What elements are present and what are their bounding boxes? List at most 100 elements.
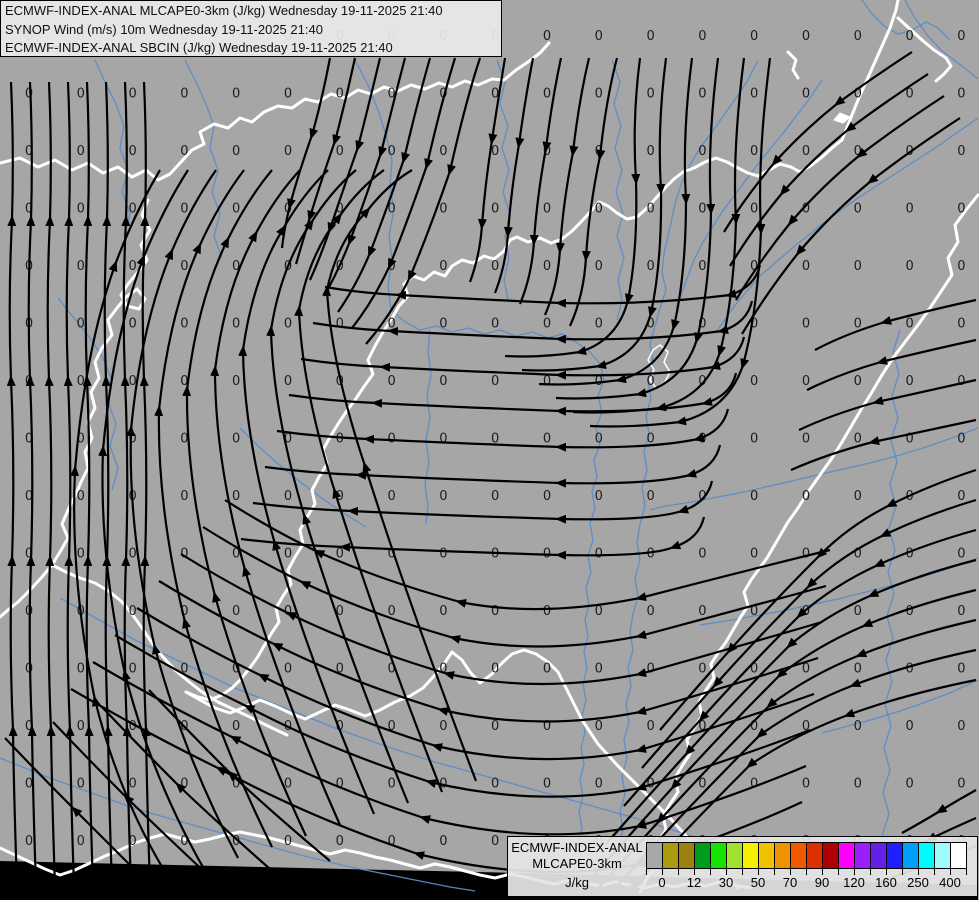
station-value-label: 0	[802, 489, 810, 504]
station-value-label: 0	[854, 662, 862, 677]
station-value-label: 0	[698, 489, 706, 504]
station-value-label: 0	[646, 547, 654, 562]
station-value-label: 0	[957, 489, 965, 504]
station-value-label: 0	[128, 317, 136, 332]
station-value-label: 0	[543, 29, 551, 44]
station-value-label: 0	[232, 489, 240, 504]
title-line-synop-wind: SYNOP Wind (m/s) 10m Wednesday 19-11-202…	[5, 21, 323, 37]
station-value-label: 0	[854, 317, 862, 332]
station-value-label: 0	[802, 87, 810, 102]
station-value-label: 0	[232, 662, 240, 677]
map-title-box: ECMWF-INDEX-ANAL MLCAPE0-3km (J/kg) Wedn…	[0, 0, 502, 57]
station-value-label: 0	[128, 202, 136, 217]
station-value-label: 0	[387, 777, 395, 792]
wind-streamlines-layer	[4, 51, 977, 900]
legend-unit-label: J/kg	[565, 875, 589, 890]
wind-streamline	[589, 57, 772, 428]
station-value-label: 0	[25, 87, 33, 102]
station-value-label: 0	[802, 29, 810, 44]
wind-streamline	[264, 444, 722, 488]
station-value-label: 0	[854, 259, 862, 274]
station-value-label: 0	[180, 834, 188, 849]
station-value-label: 0	[750, 202, 758, 217]
station-value-label: 0	[232, 604, 240, 619]
station-value-label: 0	[957, 374, 965, 389]
station-value-label: 0	[646, 604, 654, 619]
river	[649, 427, 979, 511]
station-value-label: 0	[232, 317, 240, 332]
station-value-label: 0	[854, 777, 862, 792]
station-value-label: 0	[957, 87, 965, 102]
wind-streamline	[294, 57, 357, 265]
station-value-label: 0	[439, 432, 447, 447]
station-value-label: 0	[232, 87, 240, 102]
station-value-label: 0	[543, 489, 551, 504]
wind-streamline	[300, 336, 746, 380]
legend-tick-label: 50	[750, 875, 766, 890]
legend-tick	[822, 869, 823, 875]
station-value-label: 0	[180, 87, 188, 102]
station-value-label: 0	[854, 87, 862, 102]
wind-streamline	[308, 57, 382, 281]
legend-swatch	[886, 842, 903, 869]
station-value-label: 0	[854, 432, 862, 447]
station-value-label: 0	[77, 87, 85, 102]
country-border	[0, 41, 551, 182]
legend-tick	[806, 869, 807, 875]
station-value-label: 0	[77, 202, 85, 217]
wind-streamline	[312, 300, 754, 344]
station-value-label: 0	[336, 432, 344, 447]
station-value-label: 0	[595, 662, 603, 677]
station-value-label: 0	[646, 719, 654, 734]
station-value-label: 0	[232, 374, 240, 389]
legend-swatch	[838, 842, 855, 869]
station-value-label: 0	[957, 604, 965, 619]
station-value-label: 0	[180, 259, 188, 274]
legend-tick	[966, 869, 967, 875]
wind-streamline	[790, 418, 977, 472]
station-value-label: 0	[905, 432, 913, 447]
station-value-label: 0	[646, 202, 654, 217]
wind-streamline	[323, 57, 407, 297]
legend-swatch	[870, 842, 887, 869]
legend-tick	[838, 869, 839, 875]
legend-tick	[726, 869, 727, 875]
station-value-label: 0	[750, 489, 758, 504]
station-value-label: 0	[905, 547, 913, 562]
station-value-label: 0	[957, 432, 965, 447]
station-value-label: 0	[284, 317, 292, 332]
station-value-label: 0	[128, 259, 136, 274]
station-value-label: 0	[543, 662, 551, 677]
station-value-label: 0	[284, 374, 292, 389]
legend-tick	[710, 869, 711, 875]
station-value-label: 0	[387, 144, 395, 159]
station-value-label: 0	[905, 202, 913, 217]
station-value-label: 0	[439, 604, 447, 619]
station-value-label: 0	[284, 834, 292, 849]
station-value-label: 0	[595, 317, 603, 332]
station-value-label: 0	[439, 317, 447, 332]
legend-tick-label: 90	[814, 875, 830, 890]
station-value-label: 0	[77, 662, 85, 677]
station-value-label: 0	[128, 87, 136, 102]
station-value-label: 0	[802, 432, 810, 447]
station-value-label: 0	[77, 317, 85, 332]
wind-streamline	[798, 378, 977, 431]
station-value-label: 0	[595, 432, 603, 447]
station-value-label: 0	[750, 547, 758, 562]
station-value-label: 0	[802, 374, 810, 389]
legend-swatch	[950, 842, 967, 869]
river	[184, 59, 223, 259]
station-value-label: 0	[905, 662, 913, 677]
station-value-label: 0	[698, 29, 706, 44]
station-value-label: 0	[543, 374, 551, 389]
legend-tick-label: 250	[907, 875, 929, 890]
legend-tick	[758, 869, 759, 875]
country-border	[786, 50, 800, 80]
station-value-label: 0	[698, 604, 706, 619]
station-value-label: 0	[284, 489, 292, 504]
station-value-label: 0	[439, 834, 447, 849]
station-value-label: 0	[595, 547, 603, 562]
station-value-label: 0	[128, 547, 136, 562]
